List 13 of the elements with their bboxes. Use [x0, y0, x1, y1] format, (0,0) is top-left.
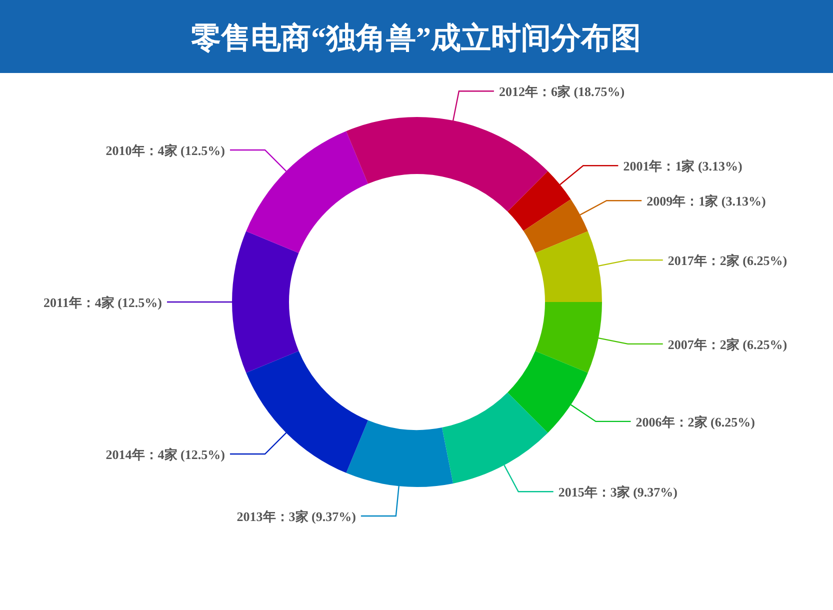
slice-label: 2015年：3家 (9.37%) — [558, 484, 678, 500]
slice-label: 2011年：4家 (12.5%) — [44, 295, 162, 310]
slice-label: 2009年：1家 (3.13%) — [646, 194, 766, 209]
slice-label: 2012年：6家 (18.75%) — [498, 84, 625, 100]
chart-title: 零售电商“独角兽”成立时间分布图 — [191, 21, 641, 55]
slice-label: 2001年：1家 (3.13%) — [623, 158, 742, 174]
slice-label: 2007年：2家 (6.25%) — [668, 336, 788, 352]
slice-label: 2014年：4家 (12.5%) — [106, 447, 225, 462]
slice-label: 2013年：3家 (9.37%) — [236, 508, 356, 524]
slice-label: 2017年：2家 (6.25%) — [668, 253, 788, 268]
title: 零售电商“独角兽”成立时间分布图 — [0, 0, 833, 73]
slice-label: 2010年：4家 (12.5%) — [106, 142, 225, 158]
slice-label: 2006年：2家 (6.25%) — [636, 414, 755, 430]
